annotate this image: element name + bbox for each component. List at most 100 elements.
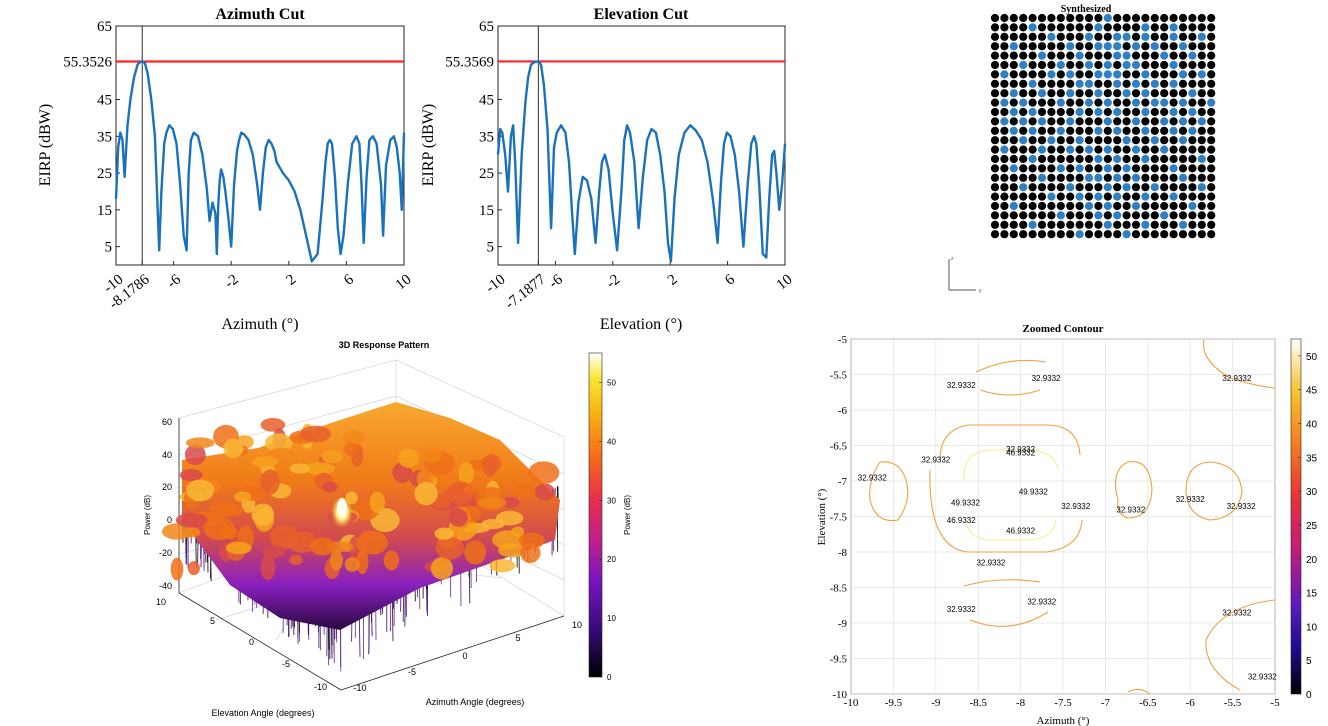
array-element-inactive bbox=[1150, 89, 1159, 98]
array-element-inactive bbox=[1169, 220, 1178, 229]
array-element-inactive bbox=[1037, 13, 1047, 23]
array-element-inactive bbox=[1207, 42, 1216, 51]
azimuth-eirp-trace bbox=[114, 60, 406, 263]
colorbar-tick-label: 45 bbox=[1306, 386, 1318, 397]
array-element-inactive bbox=[990, 230, 1000, 239]
array-element-inactive bbox=[1066, 230, 1075, 239]
array-element-active bbox=[1122, 89, 1131, 98]
array-element-inactive bbox=[990, 51, 1000, 60]
array-element-active bbox=[1056, 211, 1065, 220]
response-3d-lobes bbox=[161, 418, 560, 581]
array-element-inactive bbox=[1066, 164, 1075, 173]
array-element-inactive bbox=[1084, 192, 1094, 201]
response-3d-sidelobe bbox=[322, 481, 338, 493]
array-element-inactive bbox=[1047, 154, 1056, 164]
array-element-inactive bbox=[1009, 79, 1018, 88]
array-element-inactive bbox=[1160, 42, 1169, 51]
array-element-inactive bbox=[1066, 60, 1075, 70]
contour-line-inner bbox=[963, 449, 1059, 481]
array-element-inactive bbox=[1178, 32, 1188, 41]
array-element-inactive bbox=[1084, 220, 1094, 229]
array-element-inactive bbox=[1056, 145, 1065, 154]
x-tick-label: 10 bbox=[393, 272, 415, 294]
array-element-inactive bbox=[1047, 145, 1056, 154]
contour-line bbox=[929, 469, 1083, 553]
array-element-inactive bbox=[1113, 23, 1122, 32]
array-element-inactive bbox=[1207, 79, 1216, 88]
contour-line bbox=[963, 579, 1041, 587]
response-3d-sidelobe bbox=[496, 510, 524, 526]
array-element-active bbox=[1084, 79, 1094, 88]
array-element-inactive bbox=[1009, 13, 1018, 23]
array-element-active bbox=[1094, 70, 1103, 79]
array-element-active bbox=[1178, 136, 1188, 145]
array-element-inactive bbox=[1178, 201, 1188, 211]
array-element-inactive bbox=[990, 145, 1000, 154]
array-element-inactive bbox=[1207, 220, 1216, 229]
array-element-inactive bbox=[1056, 42, 1065, 51]
array-element-inactive bbox=[1197, 79, 1206, 88]
response-3d-sidelobe bbox=[511, 484, 540, 498]
array-element-inactive bbox=[1047, 211, 1056, 220]
array-element-active bbox=[1178, 117, 1188, 126]
array-element-active bbox=[1094, 192, 1103, 201]
array-element-active bbox=[1122, 136, 1131, 145]
array-element-active bbox=[1056, 164, 1065, 173]
response-3d-sidelobe bbox=[287, 531, 318, 553]
array-element-active bbox=[1000, 70, 1009, 79]
array-element-inactive bbox=[1084, 117, 1094, 126]
array-element-inactive bbox=[1131, 107, 1141, 117]
x-tick-label: -6 bbox=[164, 271, 184, 292]
x-tick-label: -9 bbox=[931, 697, 941, 709]
array-element-inactive bbox=[1178, 230, 1188, 239]
response-3d-sidelobe bbox=[265, 433, 293, 453]
y-tick-label: 35 bbox=[97, 129, 112, 145]
array-element-inactive bbox=[1047, 164, 1056, 173]
array-element-inactive bbox=[1113, 13, 1122, 23]
colorbar-tick-label: 25 bbox=[1306, 521, 1318, 532]
array-element-active bbox=[1103, 70, 1112, 79]
array-element-inactive bbox=[1103, 192, 1112, 201]
array-element-inactive bbox=[1150, 192, 1159, 201]
array-element-inactive bbox=[1131, 164, 1141, 173]
response-3d-sidelobe bbox=[289, 554, 303, 566]
array-element-inactive bbox=[1197, 126, 1206, 135]
array-element-active bbox=[1056, 126, 1065, 135]
array-element-inactive bbox=[990, 117, 1000, 126]
array-element-active bbox=[1160, 211, 1169, 220]
array-element-active bbox=[1113, 192, 1122, 201]
array-element-inactive bbox=[1141, 164, 1150, 173]
array-element-active bbox=[1037, 117, 1047, 126]
contour-level-label: 46.9332 bbox=[947, 516, 976, 525]
contour-level-label: 32.9332 bbox=[947, 381, 976, 390]
array-element-inactive bbox=[1169, 154, 1178, 164]
array-element-inactive bbox=[1150, 173, 1159, 182]
array-element-inactive bbox=[1188, 230, 1197, 239]
array-element-inactive bbox=[1160, 230, 1169, 239]
array-element-inactive bbox=[1028, 42, 1037, 51]
array-element-inactive bbox=[1197, 42, 1206, 51]
y-tick-label: -9 bbox=[838, 618, 848, 630]
array-element-active bbox=[1056, 98, 1065, 107]
array-element-active bbox=[1169, 192, 1178, 201]
array-element-inactive bbox=[1000, 79, 1009, 88]
array-element-inactive bbox=[1047, 98, 1056, 107]
array-element-active bbox=[1066, 117, 1075, 126]
array-element-active bbox=[1037, 89, 1047, 98]
array-element-inactive bbox=[1066, 154, 1075, 164]
response-3d-sidelobe bbox=[528, 461, 560, 485]
array-element-inactive bbox=[1178, 145, 1188, 154]
array-element-active bbox=[1197, 117, 1206, 126]
array-element-active bbox=[1019, 98, 1028, 107]
array-element-active bbox=[1009, 164, 1018, 173]
array-element-active bbox=[1122, 230, 1131, 239]
array-element-inactive bbox=[1066, 173, 1075, 182]
array-element-inactive bbox=[1188, 60, 1197, 70]
array-element-inactive bbox=[1047, 220, 1056, 229]
array-element-inactive bbox=[1094, 164, 1103, 173]
array-element-inactive bbox=[1197, 192, 1206, 201]
y-tick-label: 45 bbox=[97, 93, 112, 109]
array-element-inactive bbox=[1047, 51, 1056, 60]
array-element-active bbox=[1131, 173, 1141, 182]
x-tick-label: 2 bbox=[665, 272, 681, 289]
